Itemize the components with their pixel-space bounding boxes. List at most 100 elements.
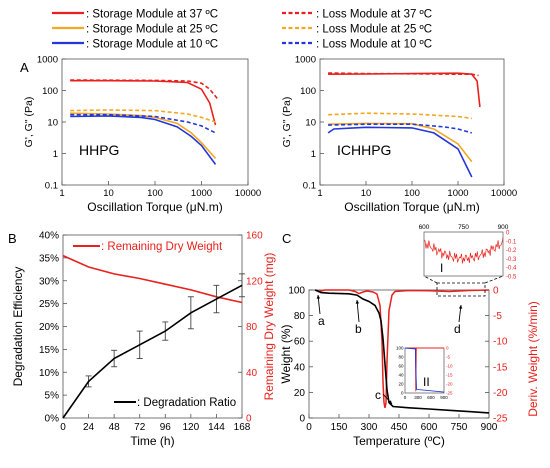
b-x-tick-label: 120 [183, 422, 200, 433]
c-x-tick-label: 300 [361, 422, 378, 433]
c-inset-i-trace [423, 237, 504, 264]
c-y-tick-label: 100 [288, 286, 305, 297]
ichhpg-series-2 [328, 72, 479, 77]
hhpg-y-tick-label: 1000 [37, 55, 58, 66]
hhpg-sample-label: HHPG [79, 142, 119, 158]
c-x-tick-label: 900 [481, 422, 498, 433]
b-y2-tick-label: 0 [246, 414, 252, 425]
c-y2-tick-label: -25 [493, 414, 508, 425]
hhpg-series-5 [70, 115, 217, 165]
c-series-deriv-weight [314, 289, 490, 408]
c-inset-ii-y-tick-label: 80 [398, 355, 404, 360]
ichhpg-y-tick-label: 1000 [295, 55, 316, 66]
hhpg-series-3 [70, 112, 217, 159]
chart-a-hhpg: 1 10 100 1000 100000.11101001000Oscillation … [23, 55, 261, 215]
b-x-tick-label: 72 [134, 422, 146, 433]
hhpg-y-tick-label: 1 [53, 149, 58, 160]
hhpg-plot-frame [61, 58, 249, 186]
ichhpg-x-axis-label: Oscillation Torque (μN.m) [344, 200, 479, 214]
hhpg-y-tick-label: 10 [47, 118, 58, 129]
c-annotation-d-arrow-head [458, 305, 463, 309]
hhpg-y-tick-label: 0.1 [45, 181, 58, 192]
legend-label-6: : Loss Module at 10 ºC [316, 39, 432, 51]
c-inset-i-y-tick-label: 0 [506, 231, 510, 237]
c-inset-i-y-tick-label: -0.1 [506, 239, 517, 245]
chart-a-ichhpg: 1 10 100 1000 100000.11101001000Oscillation … [281, 55, 517, 215]
c-inset-ii-y2-tick-label: 0 [446, 346, 449, 351]
legend-label-2: : Loss Module at 37 ºC [316, 9, 432, 21]
b-y-tick-label: 20% [39, 322, 59, 333]
c-x-tick-label: 150 [331, 422, 348, 433]
b-y2-tick-label: 80 [246, 322, 258, 333]
c-x-axis-label: Temperature (ºC) [353, 434, 445, 448]
c-inset-ii-y-tick-label: 60 [398, 364, 404, 369]
c-inset-ii-y-tick-label: 100 [396, 346, 404, 351]
ichhpg-plot-frame [319, 58, 505, 186]
c-annotation-a-arrow-head [316, 295, 321, 299]
ichhpg-series-5 [327, 126, 473, 178]
ichhpg-series-4 [328, 112, 472, 120]
c-y-tick-label: 40 [294, 362, 306, 373]
legend-label-3: : Storage Module at 25 ºC [86, 24, 218, 36]
c-inset-ii-y2-tick-label: -10 [446, 364, 453, 369]
hhpg-x-tick-label: 10000 [235, 188, 261, 199]
ichhpg-x-tick-label: 100 [404, 188, 420, 199]
b-y-tick-label: 5% [45, 391, 60, 402]
ichhpg-x-tick-label: 10000 [491, 188, 517, 199]
c-y-axis-label: Weight (%) [279, 324, 293, 383]
b-x-tick-label: 48 [109, 422, 121, 433]
ichhpg-y-tick-label: 1 [311, 149, 316, 160]
c-y-tick-label: 80 [294, 311, 306, 322]
c-inset-i-label: I [440, 261, 443, 275]
ichhpg-x-tick-label: 10 [361, 188, 372, 199]
hhpg-x-axis-label: Oscillation Torque (μN.m) [87, 200, 222, 214]
c-annotation-c: c [375, 388, 381, 402]
c-inset-ii-y2-tick-label: -25 [446, 391, 453, 396]
c-inset-i-frame [423, 231, 504, 277]
top-legend: : Storage Module at 37 ºC : Loss Module a… [52, 9, 432, 51]
c-inset-ii-frame [404, 347, 445, 394]
c-inset-ii-y2-tick-label: -5 [446, 355, 450, 360]
c-inset-i-x-tick-label: 750 [458, 224, 469, 231]
b-y-tick-label: 0% [45, 414, 60, 425]
hhpg-x-tick-label: 100 [147, 188, 163, 199]
b-y-tick-label: 15% [39, 345, 59, 356]
b-y2-tick-label: 160 [246, 231, 263, 242]
c-inset-ii-y-tick-label: 0 [401, 391, 404, 396]
c-zoom-connector-right [484, 275, 504, 284]
b-y2-tick-label: 40 [246, 368, 258, 379]
c-annotation-b: b [355, 322, 362, 336]
legend-label-1: : Storage Module at 37 ºC [86, 9, 218, 21]
c-inset-ii-y-tick-label: 20 [398, 382, 404, 387]
c-x-tick-label: 600 [421, 422, 438, 433]
c-y-tick-label: 0 [299, 414, 305, 425]
c-inset-i-y-tick-label: -0.2 [506, 248, 517, 254]
b-y-tick-label: 10% [39, 368, 59, 379]
c-inset-i-y-tick-label: -0.4 [506, 266, 517, 272]
panel-label-c: C [282, 231, 291, 246]
hhpg-series-1 [70, 79, 217, 126]
c-inset-ii-x-tick-label: 600 [427, 395, 435, 400]
b-y-tick-label: 25% [39, 299, 59, 310]
c-zoom-region [436, 282, 486, 297]
c-y2-axis-label: Deriv. Weight (%/min) [526, 301, 540, 417]
c-annotation-b-arrow [356, 299, 360, 323]
ichhpg-sample-label: ICHHPG [337, 142, 391, 158]
c-inset-ii-y-tick-label: 40 [398, 373, 404, 378]
hhpg-y-axis-label: G', G" (Pa) [23, 97, 35, 148]
b-y-tick-label: 30% [39, 276, 59, 287]
c-y2-tick-label: -5 [493, 311, 502, 322]
b-y-tick-label: 35% [39, 253, 59, 264]
c-annotation-d: d [454, 322, 461, 336]
ichhpg-y-tick-label: 10 [305, 118, 316, 129]
c-inset-ii-x-tick-label: 900 [440, 395, 448, 400]
c-series-weight [314, 289, 490, 414]
c-inset-ii-x-tick-label: 300 [414, 395, 422, 400]
c-inset-ii-x-tick-label: 0 [404, 395, 407, 400]
hhpg-x-tick-label: 10 [103, 188, 114, 199]
c-inset-ii-label: II [423, 375, 430, 389]
legend-label-4: : Loss Module at 25 ºC [316, 24, 432, 36]
hhpg-series-4 [70, 109, 216, 123]
b-series-remaining-weight [62, 254, 243, 304]
b-y2-axis-label: Remaining Dry Weight (mg) [262, 253, 276, 401]
